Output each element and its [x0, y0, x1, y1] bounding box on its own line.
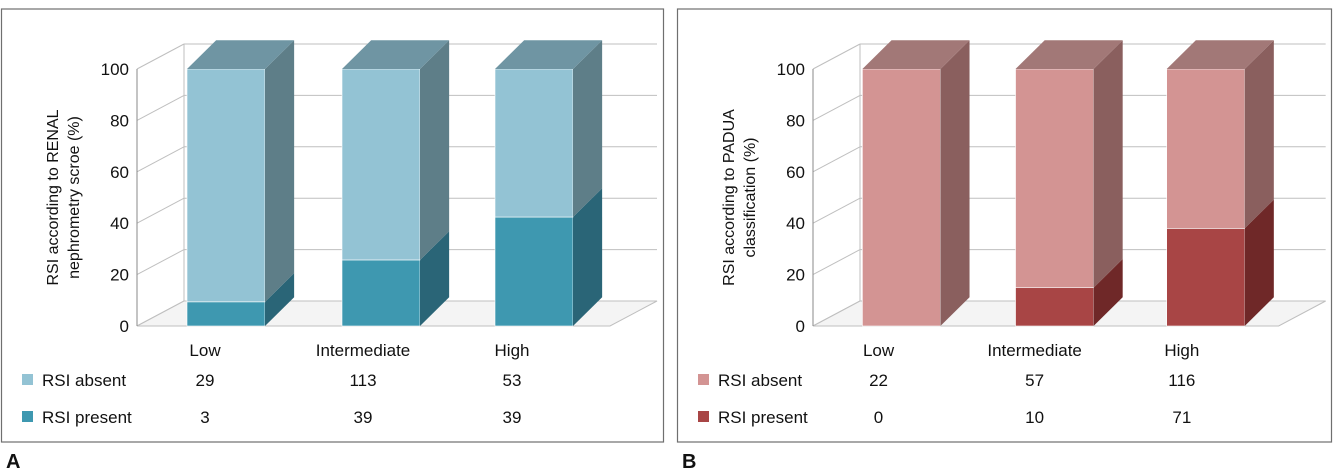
bar-segment	[1015, 287, 1094, 327]
legend-label: RSI present	[42, 408, 132, 427]
bar-side	[1244, 40, 1274, 229]
legend-label: RSI absent	[42, 371, 126, 390]
legend-label: RSI absent	[718, 371, 802, 390]
x-tick-label: Low	[189, 341, 221, 360]
gridline-diagonal	[812, 43, 861, 70]
y-tick-label: 0	[120, 317, 129, 336]
bar-top	[495, 40, 603, 69]
bar-top	[187, 40, 295, 69]
bar-side	[420, 40, 450, 260]
x-tick-label: Intermediate	[316, 341, 411, 360]
y-tick-label: 80	[110, 111, 129, 130]
count-cell: 113	[349, 371, 376, 390]
panel-border	[676, 8, 1333, 443]
count-cell: 39	[354, 408, 373, 427]
bar-side	[1093, 40, 1123, 288]
gridline-diagonal	[812, 197, 861, 224]
bar-segment	[494, 216, 574, 327]
gridline-diagonal	[812, 249, 861, 276]
bar-side	[265, 273, 295, 326]
bar-side	[1244, 199, 1274, 326]
y-tick-label: 20	[786, 266, 805, 285]
count-cell: 0	[874, 408, 883, 427]
count-cell: 57	[1025, 371, 1044, 390]
count-cell: 116	[1168, 371, 1195, 390]
bar-segment	[1015, 68, 1094, 289]
gridline-diagonal	[812, 94, 861, 121]
y-tick-label: 0	[796, 317, 805, 336]
y-axis-label-line: RSI according to PADUA	[721, 109, 738, 286]
bar-segment	[186, 68, 266, 303]
panel-label: B	[682, 451, 696, 473]
count-cell: 29	[196, 371, 215, 390]
bar-side	[420, 231, 450, 326]
bar-segment	[341, 68, 421, 261]
y-tick-label: 40	[110, 214, 129, 233]
count-cell: 10	[1025, 408, 1044, 427]
gridline-diagonal	[136, 249, 185, 276]
x-tick-label: Intermediate	[987, 341, 1082, 360]
gridline-diagonal	[136, 197, 185, 224]
y-tick-label: 100	[777, 60, 805, 79]
y-tick-label: 40	[786, 214, 805, 233]
count-cell: 53	[503, 371, 522, 390]
bar-segment	[1166, 68, 1245, 229]
gridline-diagonal	[812, 146, 861, 173]
legend-swatch	[22, 411, 33, 422]
legend-swatch	[698, 411, 709, 422]
legend-swatch	[698, 374, 709, 385]
gridline-diagonal	[136, 43, 185, 70]
bar-side	[940, 40, 970, 326]
y-axis-label-line: RSI according to RENAL	[45, 109, 62, 285]
bar-top	[1015, 40, 1123, 69]
bar-top	[342, 40, 450, 69]
bar-segment	[862, 68, 941, 327]
chart-panel-a: 0 20 40 60 80 100 RSI according to RENAL nephro…	[0, 8, 665, 473]
bar-top	[862, 40, 970, 69]
bar-segment	[494, 68, 574, 218]
gridline-diagonal	[136, 146, 185, 173]
x-tick-label: High	[495, 341, 530, 360]
legend-swatch	[22, 374, 33, 385]
x-tick-label: High	[1164, 341, 1199, 360]
gridline-diagonal	[136, 94, 185, 121]
bar-top	[1166, 40, 1274, 69]
legend-label: RSI present	[718, 408, 808, 427]
count-cell: 3	[200, 408, 209, 427]
y-axis-label: RSI according to PADUA classification (%)	[721, 109, 759, 286]
panel-label: A	[6, 451, 20, 473]
panel-border	[0, 8, 665, 443]
y-tick-label: 80	[786, 111, 805, 130]
count-cell: 39	[503, 408, 522, 427]
bar-side	[573, 188, 603, 326]
y-axis-label: RSI according to RENAL nephrometry scroe …	[45, 109, 83, 285]
count-cell: 71	[1172, 408, 1191, 427]
y-tick-label: 20	[110, 266, 129, 285]
bar-side	[265, 40, 295, 302]
y-tick-label: 60	[786, 163, 805, 182]
y-tick-label: 60	[110, 163, 129, 182]
bar-side	[1093, 258, 1123, 326]
bar-segment	[186, 301, 266, 327]
y-axis-label-line: classification (%)	[742, 137, 759, 257]
x-tick-label: Low	[863, 341, 895, 360]
y-axis-label-line: nephrometry scroe (%)	[66, 116, 83, 279]
count-cell: 22	[869, 371, 888, 390]
y-tick-label: 100	[101, 60, 129, 79]
bar-side	[573, 40, 603, 218]
bar-segment	[341, 259, 421, 327]
bar-segment	[1166, 228, 1245, 327]
